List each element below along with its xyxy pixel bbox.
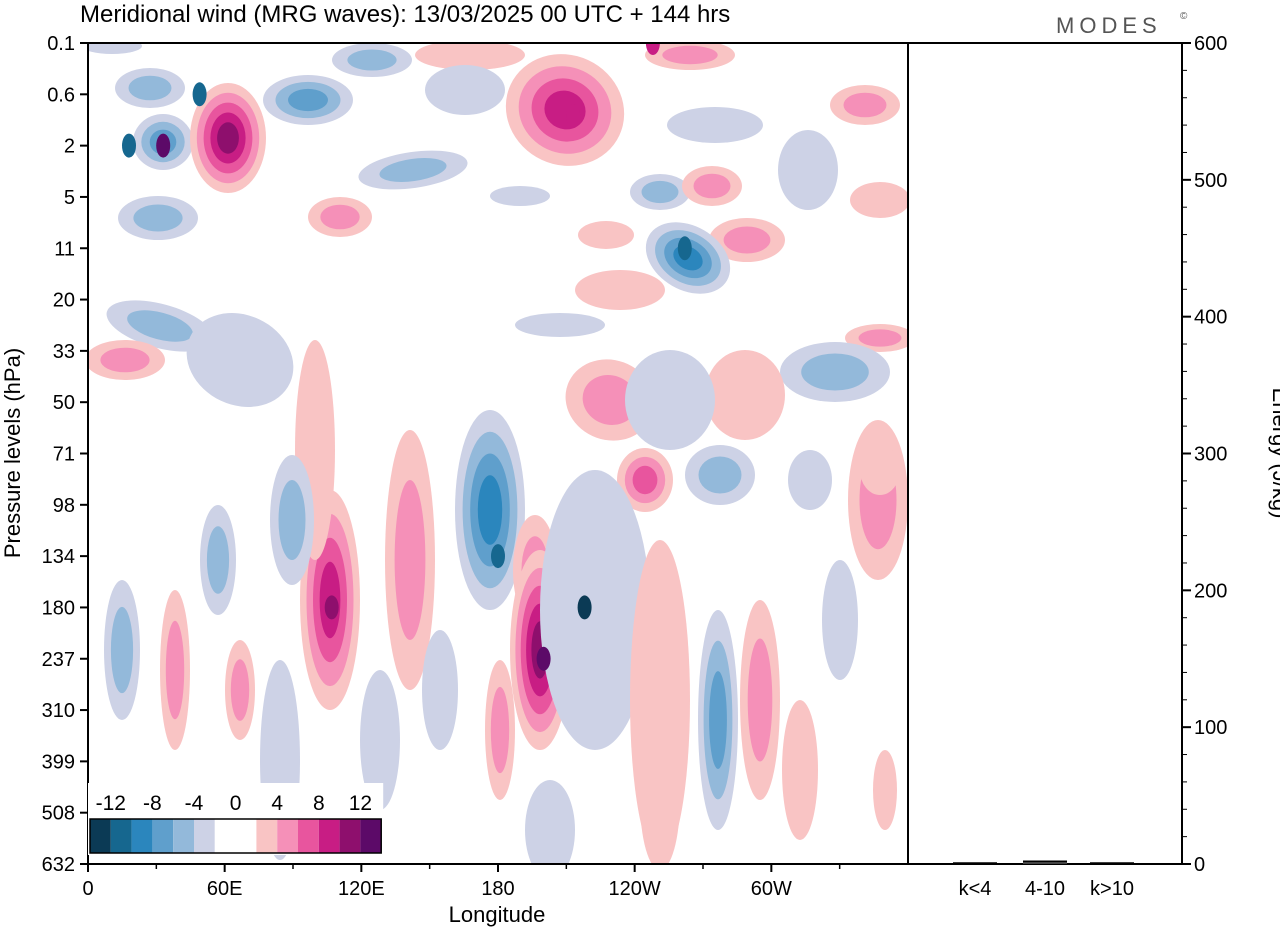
wind-core-8 <box>566 104 581 129</box>
y-tick-label: 237 <box>42 649 75 671</box>
energy-panel-frame <box>907 42 1183 865</box>
energy-tick-label: 0 <box>1194 854 1205 876</box>
wind-core-3 <box>324 595 339 620</box>
energy-category-label: k<4 <box>959 878 992 900</box>
colorbar-swatch <box>339 819 361 853</box>
x-tick-label: 60E <box>207 878 243 900</box>
energy-tick-label: 100 <box>1194 717 1227 739</box>
colorbar-swatch <box>152 819 174 853</box>
y-tick-label: 98 <box>53 495 75 517</box>
colorbar-label: 12 <box>349 792 372 815</box>
x-tick-label: 120W <box>609 878 661 900</box>
colorbar-swatch <box>90 819 111 853</box>
wind-core-4 <box>491 544 505 569</box>
colorbar-swatch <box>298 819 319 853</box>
energy-category-label: 4-10 <box>1025 878 1065 900</box>
y-tick-label: 0.1 <box>47 33 75 55</box>
wind-core-6 <box>577 595 592 620</box>
y-tick-label: 33 <box>53 341 75 363</box>
y-tick-label: 11 <box>54 238 75 260</box>
energy-bar <box>1023 861 1067 864</box>
x-tick-label: 60W <box>751 878 792 900</box>
wind-core-9 <box>645 43 660 55</box>
colorbar-swatch <box>277 819 298 853</box>
heatmap-axes: 0.1 0.6 2 5 11 20 33 50 71 98 134 180 237 310 399 508 63… <box>42 33 841 900</box>
x-tick-label: 180 <box>481 878 514 900</box>
colorbar: -12 -8 -4 0 4 8 12 <box>88 783 384 855</box>
energy-category-label: k>10 <box>1090 878 1134 900</box>
energy-tick-label: 400 <box>1194 307 1227 329</box>
energy-tick-label: 200 <box>1194 580 1227 602</box>
y-tick-label: 399 <box>42 751 75 773</box>
x-axis-title: Longitude <box>449 902 546 927</box>
y-tick-label: 20 <box>53 290 75 312</box>
colorbar-swatch <box>110 819 132 853</box>
y-tick-label: 134 <box>42 546 75 568</box>
energy-axis-title: Energy (J/kg) <box>1268 388 1280 519</box>
colorbar-swatch <box>235 819 257 853</box>
energy-tick-label: 300 <box>1194 444 1227 466</box>
colorbar-label: 0 <box>230 792 242 815</box>
brand-mark: © <box>1180 11 1188 22</box>
energy-tick-label: 500 <box>1194 170 1227 192</box>
y-tick-label: 71 <box>53 444 75 466</box>
heatmap-field <box>88 43 908 864</box>
y-axis-title: Pressure levels (hPa) <box>0 348 25 558</box>
y-tick-label: 632 <box>42 854 75 876</box>
x-tick-label: 0 <box>82 878 93 900</box>
colorbar-swatch <box>131 819 153 853</box>
energy-bars: k<4 4-10 k>10 <box>953 860 1134 900</box>
wind-core-0 <box>156 133 171 158</box>
wind-core-5 <box>536 646 551 671</box>
colorbar-label: 4 <box>271 792 283 815</box>
energy-axes: 0 100 200 300 400 500 600 <box>1182 33 1227 876</box>
y-tick-label: 50 <box>53 392 75 414</box>
y-tick-label: 180 <box>42 597 75 619</box>
energy-tick-label: 600 <box>1194 33 1227 55</box>
wind-core-7 <box>677 236 692 261</box>
y-tick-label: 5 <box>64 187 75 209</box>
x-tick-label: 120E <box>338 878 385 900</box>
colorbar-swatch <box>256 819 278 853</box>
colorbar-swatch <box>318 819 340 853</box>
colorbar-label: -12 <box>96 792 126 815</box>
colorbar-frame <box>89 818 382 854</box>
wind-core-1 <box>192 82 207 107</box>
colorbar-label: 8 <box>313 792 325 815</box>
y-tick-label: 508 <box>42 803 75 825</box>
colorbar-swatch <box>214 819 236 853</box>
y-tick-label: 0.6 <box>47 84 75 106</box>
colorbar-label: -4 <box>185 792 204 815</box>
y-tick-label: 2 <box>64 136 75 158</box>
y-tick-label: 310 <box>42 700 75 722</box>
colorbar-swatch <box>194 819 215 853</box>
wind-core-2 <box>122 133 136 158</box>
colorbar-swatch <box>360 819 382 853</box>
colorbar-swatch <box>173 819 194 853</box>
colorbar-label: -8 <box>143 792 162 815</box>
chart-title: Meridional wind (MRG waves): 13/03/2025 … <box>80 1 730 28</box>
brand-logo: MODES <box>1056 13 1162 38</box>
